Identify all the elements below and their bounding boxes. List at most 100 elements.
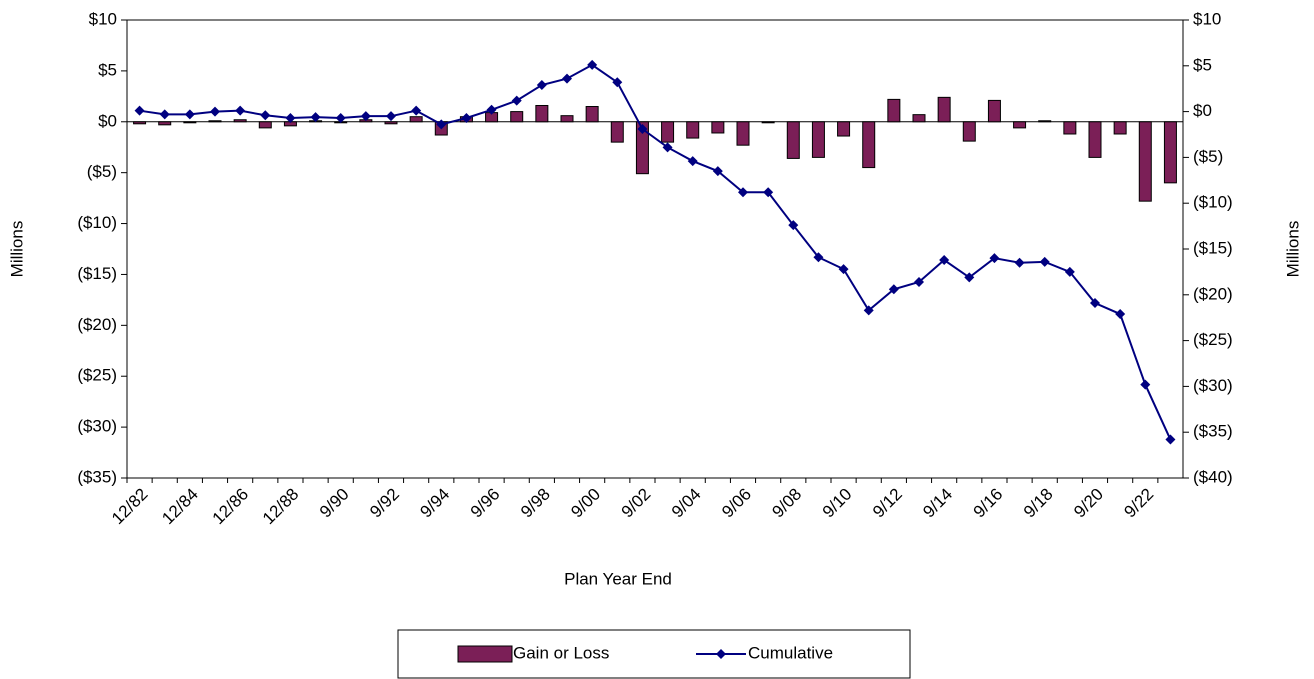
bar — [1063, 121, 1077, 135]
bar — [811, 121, 825, 158]
marker — [562, 73, 572, 84]
bar — [158, 121, 172, 126]
y-tick-label: ($10) — [77, 213, 117, 232]
legend-marker — [716, 649, 726, 659]
bar — [686, 121, 700, 139]
legend-swatch — [457, 645, 513, 663]
marker — [411, 105, 422, 116]
bar — [862, 121, 876, 169]
x-tick-label: 9/92 — [366, 485, 403, 522]
bar — [409, 116, 423, 123]
y-tick-label: ($15) — [77, 264, 117, 283]
marker — [486, 104, 497, 115]
y2-tick-label: ($25) — [1193, 330, 1233, 349]
y2-tick-label: $10 — [1193, 9, 1221, 28]
x-tick-label: 9/14 — [919, 485, 956, 522]
marker — [210, 106, 220, 117]
marker — [285, 113, 296, 124]
bar — [837, 121, 851, 137]
marker — [260, 110, 271, 121]
marker — [712, 166, 723, 177]
bar — [1038, 120, 1052, 123]
line — [139, 63, 1172, 440]
x-tick-label: 9/00 — [567, 485, 604, 522]
bar — [1138, 121, 1152, 202]
marker — [461, 113, 472, 124]
bar — [208, 120, 222, 123]
x-tick-label: 9/18 — [1020, 485, 1057, 522]
y2-tick-label: $0 — [1193, 101, 1212, 120]
bar — [183, 121, 197, 124]
y-tick-label: $10 — [89, 9, 117, 28]
bar — [887, 98, 901, 123]
marker — [235, 105, 246, 116]
marker — [989, 253, 1000, 264]
bar — [535, 104, 549, 123]
bar — [661, 121, 675, 143]
x-tick-label: 9/16 — [970, 485, 1007, 522]
marker — [1090, 298, 1100, 309]
marker — [914, 276, 924, 287]
marker — [964, 272, 975, 283]
marker — [386, 111, 396, 122]
marker — [1064, 266, 1075, 277]
y2-tick-label: ($20) — [1193, 284, 1233, 303]
x-tick-label: 9/06 — [718, 485, 755, 522]
bar — [987, 99, 1001, 123]
marker — [511, 95, 522, 106]
x-tick-label: 9/02 — [618, 485, 655, 522]
bar — [761, 121, 775, 124]
y-tick-label: ($35) — [77, 467, 117, 486]
marker — [888, 284, 899, 295]
marker — [838, 264, 849, 275]
marker — [1039, 256, 1050, 267]
y2-tick-label: ($40) — [1193, 467, 1233, 486]
y-tick-label: ($25) — [77, 366, 117, 385]
x-tick-label: 9/94 — [416, 485, 453, 522]
y2-tick-label: ($5) — [1193, 147, 1223, 166]
bar — [786, 121, 800, 159]
marker — [1115, 309, 1126, 320]
bar — [635, 121, 649, 175]
marker — [360, 111, 371, 122]
plot-area — [126, 19, 1184, 479]
marker — [1165, 434, 1176, 445]
bar — [610, 121, 624, 143]
bar — [736, 121, 750, 146]
marker — [134, 105, 145, 116]
marker — [637, 124, 648, 135]
x-tick-label: 12/84 — [158, 485, 202, 529]
marker — [335, 113, 346, 124]
x-tick-label: 9/98 — [517, 485, 554, 522]
x-tick-label: 12/82 — [108, 485, 152, 529]
y2-tick-label: $5 — [1193, 55, 1212, 74]
marker — [436, 119, 447, 130]
x-tick-label: 12/88 — [259, 485, 303, 529]
y-tick-label: ($30) — [77, 417, 117, 436]
marker — [788, 220, 799, 231]
x-tick-label: 9/20 — [1070, 485, 1107, 522]
marker — [587, 59, 598, 70]
y2-tick-label: ($15) — [1193, 238, 1233, 257]
x-tick-label: 9/96 — [467, 485, 504, 522]
x-axis-title: Plan Year End — [564, 569, 672, 588]
marker — [310, 112, 321, 123]
bar — [585, 106, 599, 123]
marker — [159, 109, 170, 120]
legend-label: Gain or Loss — [513, 643, 609, 662]
x-tick-label: 9/90 — [316, 485, 353, 522]
x-tick-label: 9/10 — [819, 485, 856, 522]
bar — [510, 111, 524, 123]
bar — [937, 96, 951, 123]
y2-tick-label: ($30) — [1193, 376, 1233, 395]
legend-label: Cumulative — [748, 643, 833, 662]
bar — [560, 115, 574, 123]
y-tick-label: ($5) — [87, 162, 117, 181]
y-tick-label: $0 — [98, 111, 117, 130]
marker — [863, 305, 874, 316]
x-tick-label: 9/04 — [668, 485, 705, 522]
x-tick-label: 12/86 — [209, 485, 253, 529]
bar — [962, 121, 976, 142]
marker — [184, 109, 195, 120]
